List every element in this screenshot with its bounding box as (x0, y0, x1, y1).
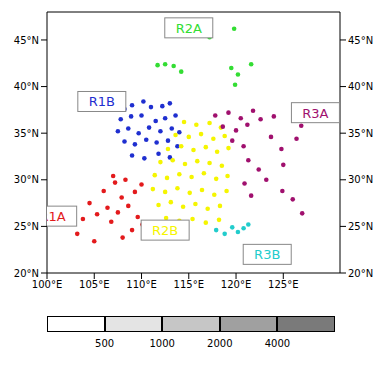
svg-text:125°E: 125°E (268, 279, 298, 290)
svg-text:110°E: 110°E (126, 279, 156, 290)
svg-text:30°N: 30°N (348, 174, 373, 185)
svg-text:R3B: R3B (254, 247, 280, 262)
svg-text:30°N: 30°N (14, 174, 39, 185)
svg-text:35°N: 35°N (14, 128, 39, 139)
html-text:2000: 2000 (207, 338, 233, 349)
svg-text:25°N: 25°N (14, 221, 39, 232)
svg-text:R1B: R1B (89, 94, 115, 109)
svg-text:R3A: R3A (302, 106, 328, 121)
svg-text:120°E: 120°E (221, 279, 251, 290)
svg-text:45°N: 45°N (14, 35, 39, 46)
svg-text:40°N: 40°N (14, 81, 39, 92)
svg-text:20°N: 20°N (14, 268, 39, 279)
svg-text:20°N: 20°N (348, 268, 373, 279)
svg-text:R1A: R1A (47, 209, 66, 224)
svg-text:100°E: 100°E (32, 279, 62, 290)
svg-text:25°N: 25°N (348, 221, 373, 232)
svg-text:R2B: R2B (152, 223, 178, 238)
svg-text:115°E: 115°E (174, 279, 204, 290)
svg-text:40°N: 40°N (348, 81, 373, 92)
svg-text:R2A: R2A (176, 21, 202, 36)
svg-text:35°N: 35°N (348, 128, 373, 139)
html-text:4000: 4000 (264, 338, 291, 349)
svg-text:45°N: 45°N (348, 35, 373, 46)
html-text:500: 500 (95, 338, 115, 349)
html-text:1000: 1000 (149, 338, 175, 349)
svg-text:105°E: 105°E (79, 279, 109, 290)
